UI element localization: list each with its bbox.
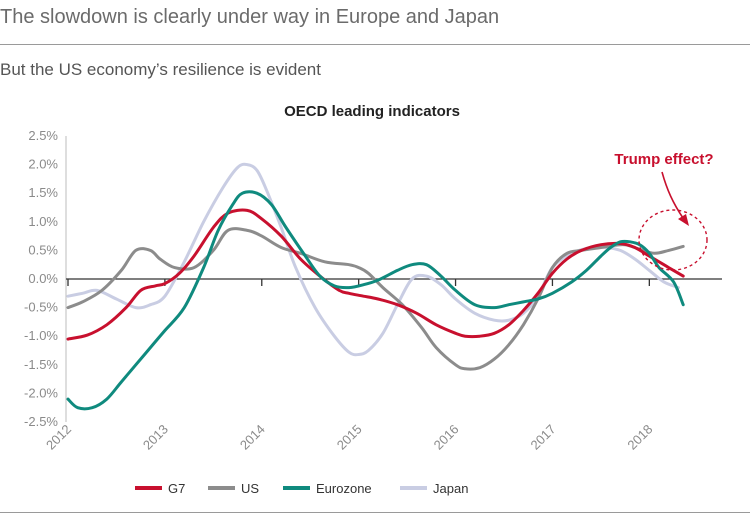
series-line-eurozone	[66, 190, 685, 411]
x-axis: 2012 2013 2014 2015 2016 2017 2018	[43, 278, 722, 453]
legend-label-g7: G7	[168, 481, 185, 496]
legend-label-japan: Japan	[433, 481, 468, 496]
headline: The slowdown is clearly under way in Eur…	[0, 6, 500, 28]
chart-title: OECD leading indicators	[284, 103, 460, 120]
y-axis: 2.5% 2.0% 1.5% 1.0% 0.5% 0.0% -0.5% -1.0% -1.5% -…	[24, 128, 67, 429]
legend: G7 US Eurozone Japan	[135, 481, 468, 496]
x-tick-label: 2016	[431, 422, 462, 453]
y-tick-label: 1.0%	[28, 214, 58, 229]
subheadline: But the US economy’s resilience is evide…	[0, 60, 321, 79]
x-tick-label: 2014	[237, 422, 268, 453]
x-tick-label: 2015	[334, 422, 365, 453]
y-tick-label: -0.5%	[24, 300, 58, 315]
y-tick-label: -1.5%	[24, 357, 58, 372]
annotation-circle	[638, 209, 708, 271]
top-divider	[0, 44, 750, 45]
x-tick-label: 2013	[140, 422, 171, 453]
annotation-arrow	[661, 171, 684, 219]
annotation: Trump effect?	[614, 151, 714, 271]
y-tick-label: 1.5%	[28, 185, 58, 200]
legend-label-eurozone: Eurozone	[316, 481, 372, 496]
series-line-us	[66, 227, 685, 371]
y-tick-label: -2.0%	[24, 385, 58, 400]
bottom-divider	[0, 512, 750, 513]
series-line-g7	[66, 208, 685, 341]
annotation-label: Trump effect?	[614, 151, 713, 168]
y-tick-label: 0.0%	[28, 271, 58, 286]
annotation-arrowhead	[678, 214, 689, 226]
y-tick-label: 2.0%	[28, 157, 58, 172]
legend-label-us: US	[241, 481, 259, 496]
y-tick-label: -2.5%	[24, 414, 58, 429]
y-tick-label: 2.5%	[28, 128, 58, 143]
x-tick-label: 2017	[528, 422, 559, 453]
x-tick-label: 2018	[624, 422, 655, 453]
y-tick-label: -1.0%	[24, 328, 58, 343]
series-lines	[66, 162, 685, 411]
y-tick-label: 0.5%	[28, 242, 58, 257]
